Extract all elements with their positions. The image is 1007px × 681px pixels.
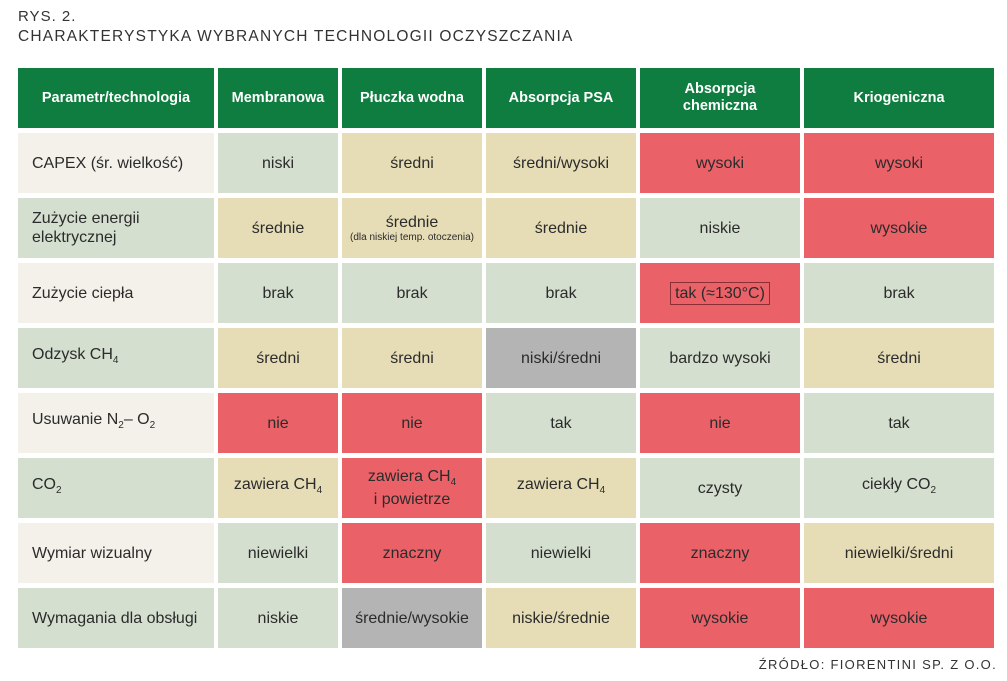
table-cell: brak [486, 263, 636, 323]
table-cell: niewielki/średni [804, 523, 994, 583]
table-cell: średni [218, 328, 338, 388]
technology-comparison-table: Parametr/technologia Membranowa Płuczka … [14, 63, 998, 653]
source-credit: ŹRÓDŁO: FIORENTINI SP. Z O.O. [758, 657, 997, 672]
figure-label: RYS. 2. [18, 8, 77, 25]
table-cell: tak [486, 393, 636, 453]
table-cell: czysty [640, 458, 800, 518]
table-cell: tak (≈130°C) [640, 263, 800, 323]
table-cell: tak [804, 393, 994, 453]
table-cell: znaczny [640, 523, 800, 583]
table-row: Zużycie energii elektrycznej średnie śre… [18, 198, 994, 258]
header-row: Parametr/technologia Membranowa Płuczka … [18, 68, 994, 128]
param-usuwanie-n2-o2: Usuwanie N2– O2 [18, 393, 214, 453]
figure-title: CHARAKTERYSTYKA WYBRANYCH TECHNOLOGII OC… [18, 28, 574, 45]
table-row: Odzysk CH4 średni średni niski/średni ba… [18, 328, 994, 388]
table-row: Wymagania dla obsługi niskie średnie/wys… [18, 588, 994, 648]
table-cell: wysoki [640, 133, 800, 193]
table-cell: bardzo wysoki [640, 328, 800, 388]
table-cell: niskie [218, 588, 338, 648]
table-cell: zawiera CH4 [486, 458, 636, 518]
table-cell: niskie [640, 198, 800, 258]
table-cell: ciekły CO2 [804, 458, 994, 518]
table-cell: średnie (dla niskiej temp. otoczenia) [342, 198, 482, 258]
param-zuzycie-ciepla: Zużycie ciepła [18, 263, 214, 323]
table-cell: średnie/wysokie [342, 588, 482, 648]
table-cell: nie [640, 393, 800, 453]
table-cell: brak [218, 263, 338, 323]
cell-note: (dla niskiej temp. otoczenia) [350, 231, 474, 243]
table-cell: wysokie [640, 588, 800, 648]
table-cell: średnie [218, 198, 338, 258]
table-cell: brak [804, 263, 994, 323]
param-energia-elektryczna: Zużycie energii elektrycznej [18, 198, 214, 258]
table-cell: zawiera CH4 i powietrze [342, 458, 482, 518]
table-cell: niewielki [486, 523, 636, 583]
table-cell: znaczny [342, 523, 482, 583]
param-wymiar-wizualny: Wymiar wizualny [18, 523, 214, 583]
header-parameter: Parametr/technologia [18, 68, 214, 128]
table-cell: niewielki [218, 523, 338, 583]
table-cell: średni [342, 133, 482, 193]
table-cell: średni/wysoki [486, 133, 636, 193]
table-cell: nie [218, 393, 338, 453]
table-row: Zużycie ciepła brak brak brak tak (≈130°… [18, 263, 994, 323]
table-cell: zawiera CH4 [218, 458, 338, 518]
header-membranowa: Membranowa [218, 68, 338, 128]
param-wymagania-obslugi: Wymagania dla obsługi [18, 588, 214, 648]
cell-box-text: tak (≈130°C) [670, 281, 770, 305]
header-kriogeniczna: Kriogeniczna [804, 68, 994, 128]
cell-text: średnie [385, 213, 439, 231]
table-row: CO2 zawiera CH4 zawiera CH4 i powietrze z… [18, 458, 994, 518]
table-row: Wymiar wizualny niewielki znaczny niewie… [18, 523, 994, 583]
table-cell: niski [218, 133, 338, 193]
header-absorpcja-chemiczna: Absorpcja chemiczna [640, 68, 800, 128]
table-cell: wysoki [804, 133, 994, 193]
table-cell: średnie [486, 198, 636, 258]
header-pluczka-wodna: Płuczka wodna [342, 68, 482, 128]
table-row: CAPEX (śr. wielkość) niski średni średni… [18, 133, 994, 193]
table-cell: niski/średni [486, 328, 636, 388]
table-row: Usuwanie N2– O2 nie nie tak nie tak [18, 393, 994, 453]
table-cell: średni [804, 328, 994, 388]
table-cell: wysokie [804, 198, 994, 258]
table-cell: średni [342, 328, 482, 388]
table-cell: niskie/średnie [486, 588, 636, 648]
table-cell: nie [342, 393, 482, 453]
param-odzysk-ch4: Odzysk CH4 [18, 328, 214, 388]
table-cell: wysokie [804, 588, 994, 648]
table-cell: brak [342, 263, 482, 323]
header-absorpcja-psa: Absorpcja PSA [486, 68, 636, 128]
param-capex: CAPEX (śr. wielkość) [18, 133, 214, 193]
param-co2: CO2 [18, 458, 214, 518]
